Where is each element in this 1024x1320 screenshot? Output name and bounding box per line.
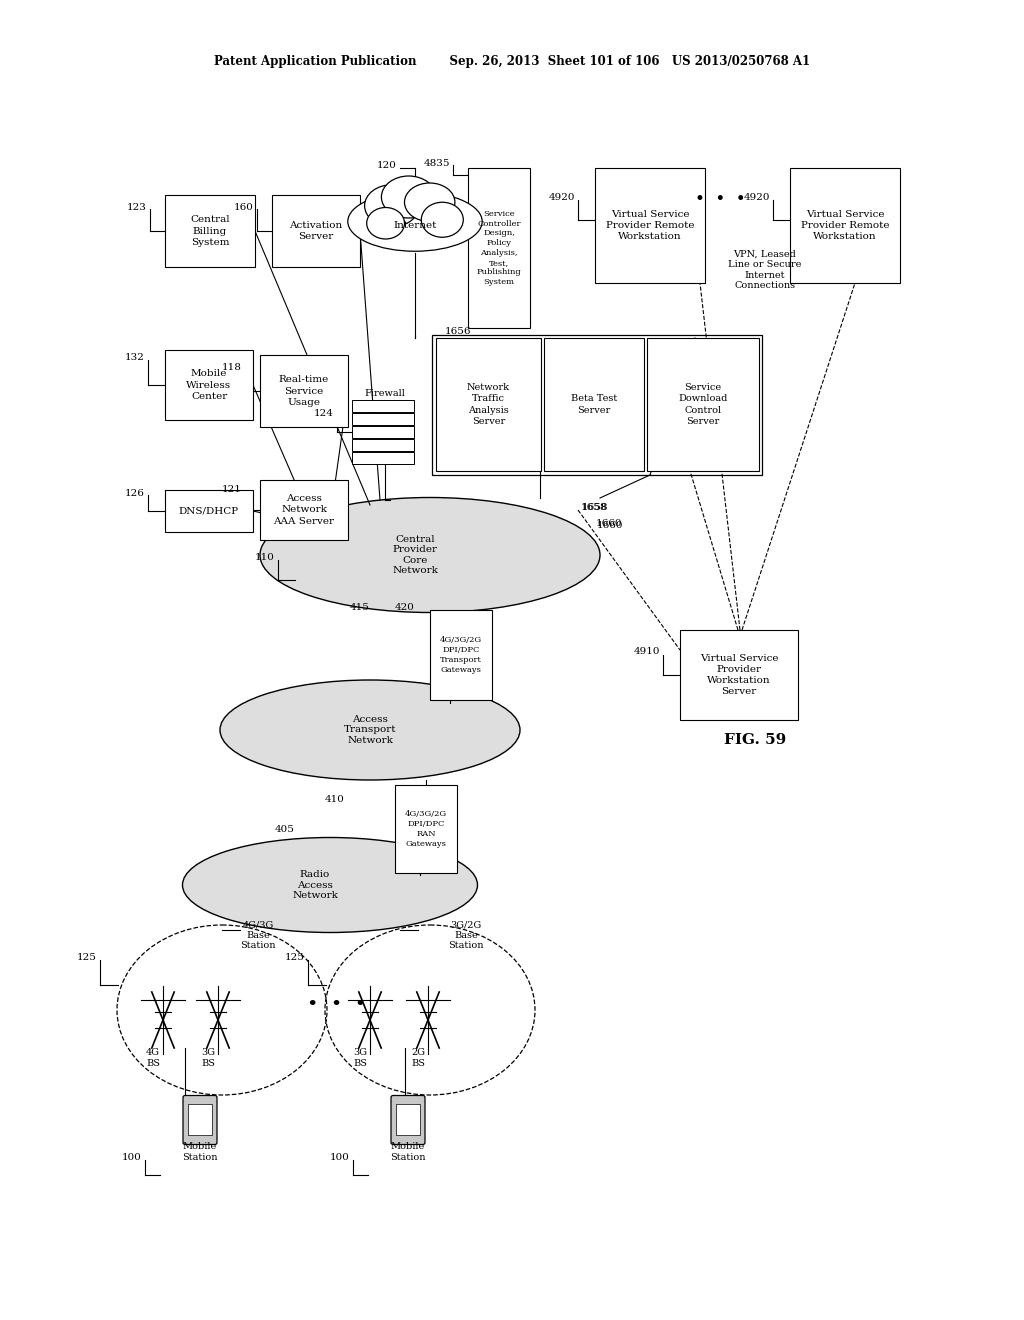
Text: 4G/3G
Base
Station: 4G/3G Base Station xyxy=(241,920,275,950)
Ellipse shape xyxy=(220,680,520,780)
FancyBboxPatch shape xyxy=(432,335,762,475)
FancyBboxPatch shape xyxy=(395,785,457,873)
Text: 420: 420 xyxy=(395,603,415,612)
Text: Mobile
Wireless
Center: Mobile Wireless Center xyxy=(186,370,231,400)
Text: 132: 132 xyxy=(125,354,145,363)
Text: VPN, Leased
Line or Secure
Internet
Connections: VPN, Leased Line or Secure Internet Conn… xyxy=(728,249,802,290)
Text: Central
Billing
System: Central Billing System xyxy=(190,215,229,247)
FancyBboxPatch shape xyxy=(436,338,541,471)
Text: 126: 126 xyxy=(125,488,145,498)
Ellipse shape xyxy=(182,837,477,932)
Text: Internet: Internet xyxy=(393,220,436,230)
Text: 1660: 1660 xyxy=(597,520,624,529)
FancyBboxPatch shape xyxy=(790,168,900,282)
Text: Virtual Service
Provider
Workstation
Server: Virtual Service Provider Workstation Ser… xyxy=(699,653,778,696)
Text: 100: 100 xyxy=(122,1154,142,1163)
Text: 1656: 1656 xyxy=(445,327,471,337)
Text: Firewall: Firewall xyxy=(365,389,406,399)
Text: 4910: 4910 xyxy=(634,648,660,656)
Ellipse shape xyxy=(421,202,463,238)
FancyBboxPatch shape xyxy=(352,451,414,465)
Text: 405: 405 xyxy=(275,825,295,834)
Ellipse shape xyxy=(260,498,600,612)
Text: Central
Provider
Core
Network: Central Provider Core Network xyxy=(392,535,438,576)
FancyBboxPatch shape xyxy=(165,490,253,532)
Text: Virtual Service
Provider Remote
Workstation: Virtual Service Provider Remote Workstat… xyxy=(801,210,889,242)
Text: 118: 118 xyxy=(222,363,242,372)
Text: 410: 410 xyxy=(326,796,345,804)
Text: Activation
Server: Activation Server xyxy=(290,220,343,242)
FancyBboxPatch shape xyxy=(188,1104,212,1134)
Text: 100: 100 xyxy=(330,1154,350,1163)
Text: 4G/3G/2G
DPI/DPC
Transport
Gateways: 4G/3G/2G DPI/DPC Transport Gateways xyxy=(440,636,482,673)
Text: 2G
BS: 2G BS xyxy=(411,1048,425,1068)
FancyBboxPatch shape xyxy=(260,355,348,426)
Text: Mobile
Station: Mobile Station xyxy=(390,1142,426,1162)
Text: 1658: 1658 xyxy=(582,503,608,512)
FancyBboxPatch shape xyxy=(680,630,798,719)
Text: 1660: 1660 xyxy=(596,520,623,528)
FancyBboxPatch shape xyxy=(352,440,414,451)
Text: 3G
BS: 3G BS xyxy=(353,1048,367,1068)
Text: 124: 124 xyxy=(314,408,334,417)
Text: Patent Application Publication        Sep. 26, 2013  Sheet 101 of 106   US 2013/: Patent Application Publication Sep. 26, … xyxy=(214,55,810,69)
FancyBboxPatch shape xyxy=(430,610,492,700)
Text: 110: 110 xyxy=(255,553,275,562)
Text: Access
Transport
Network: Access Transport Network xyxy=(344,715,396,744)
Text: 125: 125 xyxy=(77,953,97,961)
FancyBboxPatch shape xyxy=(544,338,644,471)
Text: 4920: 4920 xyxy=(549,193,575,202)
Text: 125: 125 xyxy=(285,953,305,961)
FancyBboxPatch shape xyxy=(352,413,414,425)
FancyBboxPatch shape xyxy=(165,195,255,267)
FancyBboxPatch shape xyxy=(468,168,530,327)
FancyBboxPatch shape xyxy=(396,1104,420,1134)
Text: Service
Controller
Design,
Policy
Analysis,
Test,
Publishing
System: Service Controller Design, Policy Analys… xyxy=(476,210,521,286)
Ellipse shape xyxy=(365,185,419,227)
Text: 123: 123 xyxy=(127,202,147,211)
FancyBboxPatch shape xyxy=(391,1096,425,1144)
Text: Real-time
Service
Usage: Real-time Service Usage xyxy=(279,375,329,407)
Text: FIG. 59: FIG. 59 xyxy=(724,733,786,747)
Text: 4835: 4835 xyxy=(424,158,450,168)
Text: Mobile
Station: Mobile Station xyxy=(182,1142,218,1162)
Text: Service
Download
Control
Server: Service Download Control Server xyxy=(678,383,728,425)
Text: DNS/DHCP: DNS/DHCP xyxy=(179,507,239,516)
Text: Access
Network
AAA Server: Access Network AAA Server xyxy=(273,495,335,525)
Text: Virtual Service
Provider Remote
Workstation: Virtual Service Provider Remote Workstat… xyxy=(606,210,694,242)
FancyBboxPatch shape xyxy=(595,168,705,282)
FancyBboxPatch shape xyxy=(260,480,348,540)
Text: 3G/2G
Base
Station: 3G/2G Base Station xyxy=(449,920,483,950)
Text: •  •  •: • • • xyxy=(307,997,367,1014)
Ellipse shape xyxy=(404,183,455,222)
Text: 4G
BS: 4G BS xyxy=(146,1048,160,1068)
FancyBboxPatch shape xyxy=(272,195,360,267)
FancyBboxPatch shape xyxy=(183,1096,217,1144)
Text: 3G
BS: 3G BS xyxy=(201,1048,215,1068)
Text: Network
Traffic
Analysis
Server: Network Traffic Analysis Server xyxy=(467,383,510,425)
Text: 1658: 1658 xyxy=(581,503,607,511)
Text: 160: 160 xyxy=(234,202,254,211)
FancyBboxPatch shape xyxy=(352,426,414,438)
Text: Radio
Access
Network: Radio Access Network xyxy=(292,870,338,900)
Text: 120: 120 xyxy=(377,161,397,169)
Ellipse shape xyxy=(381,176,436,218)
Text: 121: 121 xyxy=(222,486,242,495)
Text: 415: 415 xyxy=(350,603,370,612)
Text: 4920: 4920 xyxy=(743,193,770,202)
Ellipse shape xyxy=(367,207,404,239)
Text: •  •  •: • • • xyxy=(694,191,745,209)
FancyBboxPatch shape xyxy=(165,350,253,420)
FancyBboxPatch shape xyxy=(647,338,759,471)
Ellipse shape xyxy=(348,191,482,251)
Text: Beta Test
Server: Beta Test Server xyxy=(570,395,617,414)
Text: 4G/3G/2G
DPI/DPC
RAN
Gateways: 4G/3G/2G DPI/DPC RAN Gateways xyxy=(404,810,447,847)
FancyBboxPatch shape xyxy=(352,400,414,412)
